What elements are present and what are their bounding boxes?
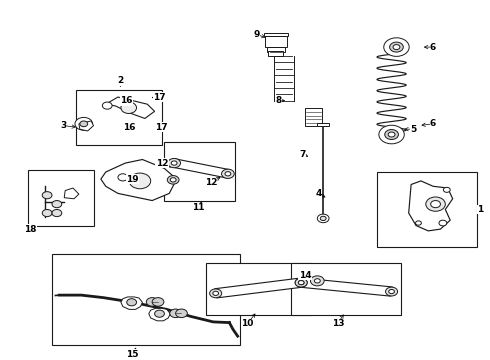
Circle shape (170, 178, 176, 182)
Circle shape (221, 169, 234, 179)
Circle shape (431, 201, 441, 208)
Circle shape (225, 172, 230, 176)
Circle shape (121, 102, 137, 113)
Polygon shape (300, 278, 392, 296)
Bar (377, 172, 477, 247)
Circle shape (298, 280, 304, 285)
Bar (269, 51, 283, 56)
Circle shape (42, 210, 52, 217)
Circle shape (315, 279, 320, 283)
Circle shape (295, 278, 307, 287)
Circle shape (167, 176, 179, 184)
Text: 18: 18 (24, 225, 36, 234)
Bar (206, 263, 311, 315)
Polygon shape (79, 121, 94, 131)
Bar (265, 36, 287, 47)
Text: 16: 16 (121, 96, 133, 105)
Circle shape (169, 159, 180, 167)
Circle shape (175, 309, 187, 318)
Polygon shape (121, 297, 143, 309)
Circle shape (311, 276, 324, 286)
Text: 10: 10 (241, 319, 254, 328)
Circle shape (171, 161, 177, 165)
Text: 17: 17 (155, 123, 167, 132)
Text: 7: 7 (299, 150, 306, 159)
Circle shape (170, 309, 181, 318)
Text: 3: 3 (60, 121, 66, 130)
Circle shape (320, 216, 326, 221)
Circle shape (152, 298, 164, 306)
Circle shape (129, 173, 151, 189)
Text: 6: 6 (430, 42, 436, 51)
Polygon shape (409, 181, 453, 231)
Circle shape (80, 121, 88, 127)
Circle shape (439, 220, 447, 226)
Text: 14: 14 (299, 271, 312, 280)
Bar (264, 33, 288, 36)
Circle shape (52, 201, 62, 208)
Bar (52, 254, 240, 345)
Circle shape (386, 287, 397, 296)
Bar (318, 123, 329, 126)
Circle shape (118, 174, 128, 181)
Circle shape (393, 45, 400, 50)
Circle shape (225, 172, 231, 176)
Text: 4: 4 (315, 189, 321, 198)
Bar (27, 170, 94, 225)
Text: 11: 11 (193, 203, 205, 212)
Circle shape (318, 214, 329, 223)
Circle shape (172, 161, 177, 165)
Circle shape (147, 298, 158, 306)
Circle shape (213, 291, 219, 296)
Circle shape (222, 170, 233, 178)
Circle shape (426, 197, 445, 211)
Polygon shape (106, 97, 155, 118)
Circle shape (127, 299, 137, 306)
Circle shape (168, 158, 180, 168)
Circle shape (102, 102, 112, 109)
Circle shape (295, 278, 307, 287)
Text: 12: 12 (204, 178, 217, 187)
Polygon shape (64, 188, 79, 199)
Text: 2: 2 (117, 76, 123, 85)
Text: 15: 15 (126, 350, 139, 359)
Text: 16: 16 (123, 123, 135, 132)
Text: 12: 12 (156, 158, 168, 167)
Polygon shape (149, 308, 170, 321)
Text: 1: 1 (477, 205, 484, 214)
Text: 8: 8 (275, 96, 281, 105)
Text: 5: 5 (411, 125, 416, 134)
Text: 17: 17 (153, 93, 166, 102)
Circle shape (298, 280, 304, 285)
Circle shape (416, 221, 421, 225)
Circle shape (42, 192, 52, 199)
Circle shape (75, 117, 93, 130)
Bar (76, 90, 162, 145)
Polygon shape (215, 278, 302, 298)
Circle shape (390, 42, 403, 52)
Text: 6: 6 (430, 119, 436, 128)
Circle shape (379, 125, 404, 144)
Bar (164, 142, 235, 201)
Circle shape (52, 210, 62, 217)
Polygon shape (101, 159, 176, 201)
Circle shape (388, 132, 395, 137)
Text: 9: 9 (253, 30, 259, 39)
Bar (292, 263, 401, 315)
Circle shape (443, 187, 450, 192)
Circle shape (210, 289, 221, 298)
Circle shape (385, 130, 398, 140)
Text: 13: 13 (332, 319, 344, 328)
Circle shape (389, 289, 394, 294)
Polygon shape (172, 159, 229, 178)
Bar (305, 108, 322, 126)
Circle shape (155, 310, 164, 317)
Circle shape (384, 38, 409, 57)
Text: 19: 19 (126, 175, 139, 184)
Bar (267, 47, 285, 53)
